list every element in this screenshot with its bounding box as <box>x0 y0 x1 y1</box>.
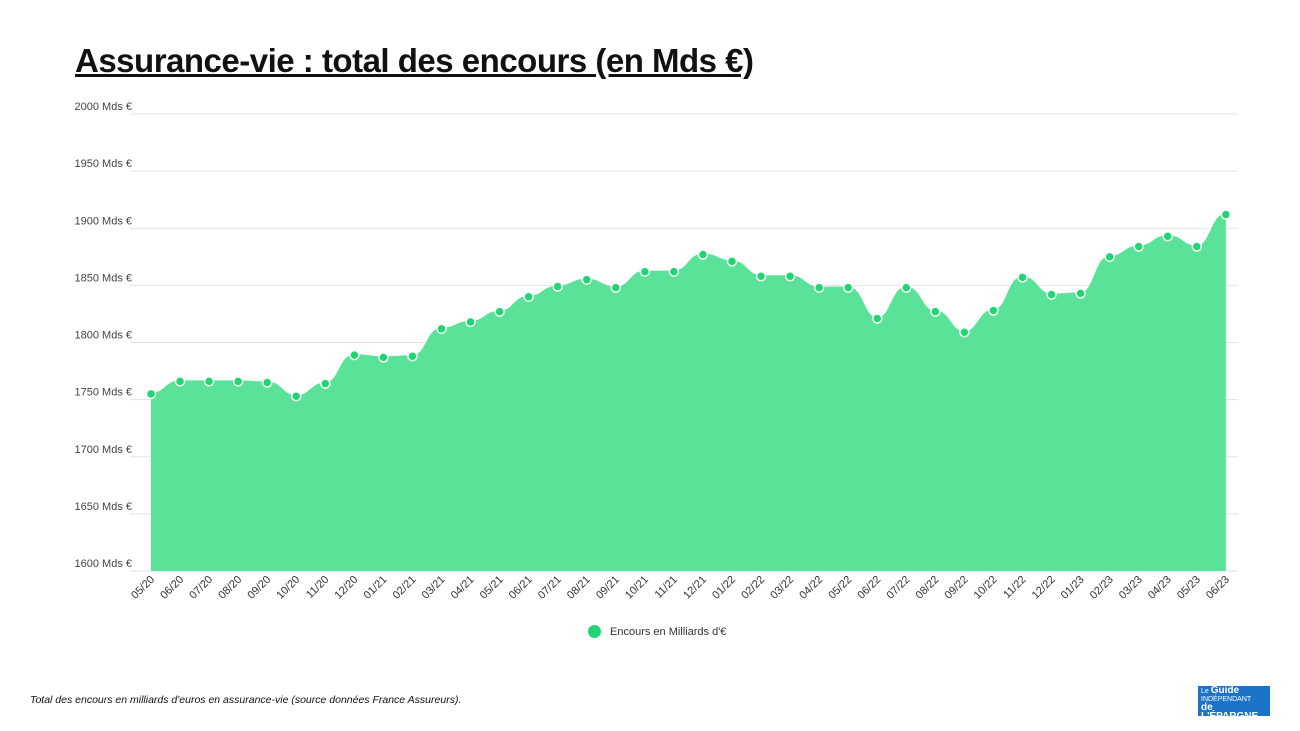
y-tick-label: 1850 Mds € <box>75 272 132 284</box>
y-tick-label: 1900 Mds € <box>75 215 132 227</box>
x-tick-label: 11/20 <box>304 574 331 601</box>
chart-title: Assurance-vie : total des encours (en Md… <box>75 42 754 79</box>
data-point <box>668 266 680 277</box>
x-tick-label: 06/23 <box>1204 574 1232 602</box>
data-point <box>872 313 883 324</box>
x-tick-label: 12/20 <box>333 574 361 602</box>
x-tick-label: 08/21 <box>565 574 593 602</box>
data-point <box>552 281 563 292</box>
x-tick-label: 04/23 <box>1146 574 1174 602</box>
data-point <box>349 349 360 361</box>
x-tick-label: 10/21 <box>623 574 651 602</box>
legend-marker <box>588 625 601 638</box>
data-point <box>174 376 186 387</box>
x-tick-label: 05/23 <box>1175 574 1203 602</box>
data-point <box>784 270 796 282</box>
y-tick-label: 1650 Mds € <box>75 501 132 513</box>
data-point <box>901 282 912 293</box>
x-tick-label: 08/22 <box>914 574 942 602</box>
x-tick-label: 08/20 <box>216 574 244 602</box>
x-tick-label: 07/22 <box>884 574 912 602</box>
x-tick-label: 11/22 <box>1001 574 1028 601</box>
data-point <box>436 323 447 335</box>
data-point <box>320 378 331 389</box>
logo: Le Guide INDÉPENDANT de L'ÉPARGNE <box>1198 686 1270 722</box>
x-tick-label: 03/21 <box>420 574 448 602</box>
x-tick-label: 02/21 <box>391 574 419 602</box>
data-point <box>1220 209 1232 220</box>
x-tick-label: 09/21 <box>594 574 622 602</box>
x-tick-label: 02/22 <box>739 574 767 602</box>
data-point <box>378 352 389 363</box>
x-tick-label: 03/22 <box>768 574 796 602</box>
data-point <box>1162 230 1173 242</box>
data-point <box>1017 272 1028 283</box>
data-point <box>291 390 302 402</box>
y-tick-label: 2000 Mds € <box>75 101 132 113</box>
x-tick-label: 09/20 <box>245 574 273 602</box>
x-tick-label: 12/22 <box>1030 574 1058 602</box>
legend-label: Encours en Milliards d'€ <box>610 625 727 638</box>
data-point <box>697 249 709 260</box>
y-tick-label: 1800 Mds € <box>75 330 132 342</box>
data-point <box>494 306 505 317</box>
data-point <box>813 282 825 293</box>
data-point <box>755 270 767 282</box>
data-point <box>610 282 622 293</box>
data-point <box>1046 289 1057 300</box>
data-point <box>1191 241 1203 252</box>
y-tick-label: 1950 Mds € <box>75 158 132 170</box>
x-tick-label: 05/21 <box>478 574 506 602</box>
x-tick-label: 12/21 <box>681 574 709 602</box>
x-tick-label: 01/22 <box>710 574 738 602</box>
x-tick-label: 09/22 <box>943 574 971 602</box>
x-tick-label: 05/20 <box>129 574 157 602</box>
x-tick-label: 01/21 <box>362 574 390 602</box>
data-point <box>1075 288 1086 299</box>
footer-caption: Total des encours en milliards d'euros e… <box>30 694 462 706</box>
y-tick-label: 1600 Mds € <box>75 558 132 570</box>
data-point <box>261 377 273 388</box>
data-point <box>407 350 418 362</box>
x-tick-label: 07/21 <box>536 574 564 602</box>
x-tick-label: 10/22 <box>972 574 1000 602</box>
x-tick-label: 06/20 <box>158 574 186 602</box>
data-point <box>959 326 970 338</box>
x-tick-label: 10/20 <box>274 574 302 602</box>
data-point <box>523 291 534 303</box>
x-tick-label: 11/21 <box>653 574 680 601</box>
x-tick-label: 04/22 <box>797 574 825 602</box>
data-point <box>581 274 592 285</box>
x-tick-label: 07/20 <box>187 574 215 602</box>
data-point <box>1133 241 1144 252</box>
area-fill <box>151 214 1226 572</box>
data-point <box>842 282 854 293</box>
y-tick-label: 1750 Mds € <box>75 387 132 399</box>
x-tick-label: 02/23 <box>1088 574 1116 602</box>
x-tick-label: 06/21 <box>507 574 535 602</box>
x-tick-label: 01/23 <box>1059 574 1087 602</box>
data-point <box>465 316 476 328</box>
data-point <box>145 388 157 400</box>
data-point <box>930 306 941 317</box>
x-tick-label: 03/23 <box>1117 574 1145 602</box>
data-point <box>203 376 215 387</box>
y-tick-label: 1700 Mds € <box>75 444 132 456</box>
data-point <box>1104 251 1115 263</box>
x-tick-label: 04/21 <box>449 574 477 602</box>
data-point <box>988 305 999 316</box>
data-point <box>639 266 651 277</box>
data-point <box>726 256 738 267</box>
x-tick-label: 05/22 <box>826 574 854 602</box>
data-point <box>232 376 244 387</box>
x-tick-label: 06/22 <box>855 574 883 602</box>
legend[interactable]: Encours en Milliards d'€ <box>588 625 726 638</box>
